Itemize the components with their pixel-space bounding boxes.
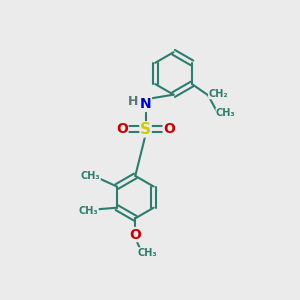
Text: CH₃: CH₃ (79, 206, 98, 216)
Text: CH₃: CH₃ (81, 171, 100, 181)
Text: S: S (140, 122, 151, 137)
Text: H: H (128, 95, 138, 108)
Text: CH₃: CH₃ (138, 248, 158, 258)
Text: CH₂: CH₂ (208, 89, 228, 99)
Text: O: O (129, 227, 141, 242)
Text: N: N (140, 98, 152, 111)
Text: O: O (116, 122, 128, 136)
Text: CH₃: CH₃ (216, 109, 236, 118)
Text: O: O (163, 122, 175, 136)
